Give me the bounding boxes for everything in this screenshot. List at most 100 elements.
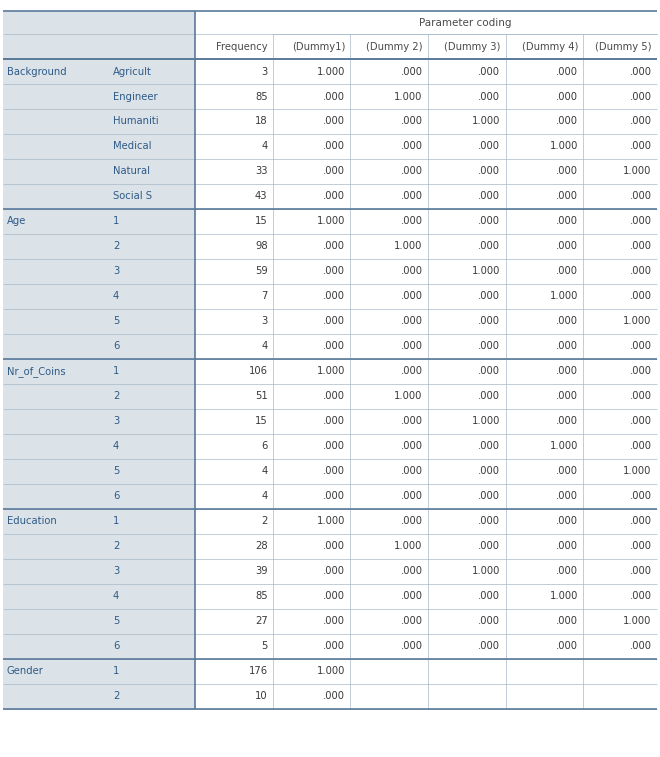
Text: .000: .000 — [323, 616, 345, 626]
Text: 27: 27 — [255, 616, 267, 626]
Text: 1.000: 1.000 — [472, 566, 500, 576]
Text: Parameter coding: Parameter coding — [418, 17, 511, 28]
Text: 1.000: 1.000 — [550, 591, 578, 601]
Text: 15: 15 — [255, 416, 267, 426]
Text: 4: 4 — [261, 491, 267, 501]
Text: .000: .000 — [556, 641, 578, 651]
Text: .000: .000 — [401, 516, 422, 526]
Text: .000: .000 — [323, 391, 345, 401]
Text: 2: 2 — [113, 391, 119, 401]
Text: .000: .000 — [323, 491, 345, 501]
Text: Humaniti: Humaniti — [113, 117, 158, 126]
Text: .000: .000 — [556, 217, 578, 226]
Text: .000: .000 — [556, 316, 578, 326]
Text: .000: .000 — [556, 192, 578, 201]
Text: Education: Education — [7, 516, 56, 526]
Text: 43: 43 — [255, 192, 267, 201]
Text: 1.000: 1.000 — [550, 291, 578, 301]
Text: Gender: Gender — [7, 666, 44, 676]
Text: .000: .000 — [556, 92, 578, 101]
Text: .000: .000 — [323, 316, 345, 326]
Text: 4: 4 — [261, 341, 267, 351]
Text: .000: .000 — [478, 641, 500, 651]
Text: .000: .000 — [556, 491, 578, 501]
Text: Agricult: Agricult — [113, 67, 152, 76]
Text: Natural: Natural — [113, 167, 150, 176]
Text: 51: 51 — [255, 391, 267, 401]
Text: .000: .000 — [478, 142, 500, 151]
Text: Background: Background — [7, 67, 66, 76]
Text: .000: .000 — [323, 466, 345, 476]
Text: .000: .000 — [556, 241, 578, 251]
Text: .000: .000 — [630, 67, 651, 76]
Text: 1.000: 1.000 — [472, 416, 500, 426]
Text: .000: .000 — [478, 391, 500, 401]
Text: .000: .000 — [556, 566, 578, 576]
Text: 10: 10 — [255, 691, 267, 701]
Text: 1.000: 1.000 — [623, 167, 651, 176]
Text: 3: 3 — [113, 266, 119, 276]
Text: (Dummy1): (Dummy1) — [292, 42, 345, 51]
Text: 6: 6 — [261, 441, 267, 451]
Text: .000: .000 — [323, 117, 345, 126]
Text: 1.000: 1.000 — [395, 541, 422, 551]
Text: 1.000: 1.000 — [623, 616, 651, 626]
Text: .000: .000 — [323, 591, 345, 601]
Text: .000: .000 — [478, 241, 500, 251]
Text: .000: .000 — [323, 441, 345, 451]
Text: .000: .000 — [478, 192, 500, 201]
Text: .000: .000 — [401, 142, 422, 151]
Text: .000: .000 — [478, 291, 500, 301]
Text: .000: .000 — [401, 167, 422, 176]
Text: .000: .000 — [401, 217, 422, 226]
Text: .000: .000 — [401, 341, 422, 351]
Text: .000: .000 — [556, 117, 578, 126]
Text: .000: .000 — [556, 391, 578, 401]
Text: 6: 6 — [113, 491, 119, 501]
Text: .000: .000 — [478, 67, 500, 76]
Text: .000: .000 — [630, 491, 651, 501]
Text: .000: .000 — [630, 416, 651, 426]
Text: 1.000: 1.000 — [317, 217, 345, 226]
Text: .000: .000 — [556, 541, 578, 551]
Text: 7: 7 — [261, 291, 267, 301]
Text: .000: .000 — [401, 316, 422, 326]
Text: 4: 4 — [261, 142, 267, 151]
Text: 1.000: 1.000 — [395, 92, 422, 101]
Text: 3: 3 — [113, 416, 119, 426]
Text: Social S: Social S — [113, 192, 152, 201]
Text: 1: 1 — [113, 516, 119, 526]
Text: 3: 3 — [261, 67, 267, 76]
Text: 1.000: 1.000 — [317, 67, 345, 76]
Text: 2: 2 — [113, 541, 119, 551]
Text: .000: .000 — [323, 266, 345, 276]
Text: .000: .000 — [323, 641, 345, 651]
Text: .000: .000 — [401, 591, 422, 601]
Text: .000: .000 — [478, 316, 500, 326]
Text: .000: .000 — [556, 466, 578, 476]
Text: .000: .000 — [401, 366, 422, 376]
Text: Nr_of_Coins: Nr_of_Coins — [7, 366, 65, 377]
Text: 33: 33 — [255, 167, 267, 176]
Text: 1.000: 1.000 — [472, 117, 500, 126]
Text: .000: .000 — [478, 167, 500, 176]
Text: .000: .000 — [478, 616, 500, 626]
Text: .000: .000 — [323, 241, 345, 251]
Text: .000: .000 — [401, 117, 422, 126]
Text: .000: .000 — [630, 566, 651, 576]
Text: .000: .000 — [401, 416, 422, 426]
Bar — [195, 11, 657, 709]
Text: .000: .000 — [478, 92, 500, 101]
Text: .000: .000 — [556, 516, 578, 526]
Text: .000: .000 — [478, 491, 500, 501]
Text: 106: 106 — [249, 366, 267, 376]
Text: 1: 1 — [113, 366, 119, 376]
Text: 176: 176 — [248, 666, 267, 676]
Text: 6: 6 — [113, 641, 119, 651]
Text: 1.000: 1.000 — [395, 241, 422, 251]
Text: .000: .000 — [556, 366, 578, 376]
Text: 1.000: 1.000 — [623, 316, 651, 326]
Text: .000: .000 — [478, 541, 500, 551]
Text: .000: .000 — [401, 67, 422, 76]
Text: .000: .000 — [630, 192, 651, 201]
